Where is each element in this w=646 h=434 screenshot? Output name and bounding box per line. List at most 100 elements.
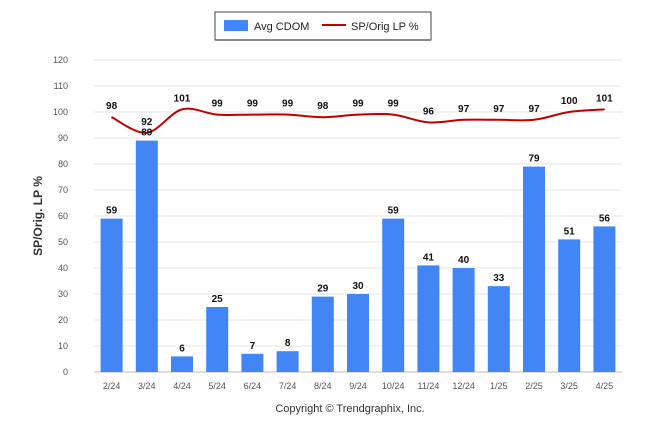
bar [347, 294, 369, 372]
bar-data-label: 59 [106, 206, 118, 217]
line-point [287, 114, 289, 116]
line-data-label: 98 [106, 101, 118, 112]
y-tick-label: 20 [58, 315, 68, 325]
line-point [568, 111, 570, 113]
bar-data-label: 51 [564, 226, 576, 237]
line-point [533, 119, 535, 121]
x-tick-label: 8/24 [314, 381, 332, 391]
y-tick-label: 120 [53, 55, 68, 65]
line-point [392, 114, 394, 116]
legend-bar-label: Avg CDOM [254, 21, 309, 33]
line-point [111, 116, 113, 118]
y-axis-ticks: 0 10 20 30 40 50 60 70 80 90 100 110 120 [53, 55, 68, 377]
legend-bar-swatch [224, 20, 248, 31]
bar [593, 226, 616, 372]
bar [487, 286, 510, 372]
line-point [181, 108, 183, 110]
x-tick-label: 3/25 [560, 381, 578, 391]
x-tick-label: 11/24 [417, 381, 439, 391]
y-tick-label: 80 [58, 159, 68, 169]
x-tick-label: 2/25 [525, 381, 543, 391]
y-tick-label: 90 [58, 133, 68, 143]
bar-data-labels: 59 89 6 25 7 8 29 30 59 41 40 33 79 51 56 [106, 128, 610, 355]
bar-data-label: 30 [352, 281, 364, 292]
x-tick-label: 7/24 [279, 381, 297, 391]
line-data-label: 101 [174, 93, 191, 104]
line-data-label: 99 [352, 99, 364, 110]
bar [241, 353, 264, 372]
x-tick-label: 5/24 [208, 381, 226, 391]
bar [171, 356, 193, 372]
bar-data-label: 33 [493, 273, 505, 284]
bar-data-label: 79 [528, 154, 540, 165]
line-data-label: 99 [247, 99, 259, 110]
line-point [603, 108, 605, 110]
x-axis-ticks: 2/24 3/24 4/24 5/24 6/24 7/24 8/24 9/24 10/24 11/… [103, 381, 613, 391]
chart-legend: Avg CDOM SP/Orig LP % [214, 11, 432, 41]
line-point [146, 132, 148, 134]
x-tick-label: 4/25 [596, 381, 614, 391]
bar [206, 307, 229, 372]
line-point [427, 121, 429, 123]
line-point [463, 119, 465, 121]
y-tick-label: 10 [58, 341, 68, 351]
y-tick-label: 50 [58, 237, 68, 247]
line-series [111, 107, 605, 134]
line-point [251, 114, 253, 116]
line-data-label: 101 [596, 93, 613, 104]
line-data-label: 99 [282, 99, 294, 110]
y-tick-label: 40 [58, 263, 68, 273]
line-data-label: 96 [423, 106, 435, 117]
bar [135, 140, 158, 372]
bar-data-label: 29 [317, 284, 329, 295]
y-tick-label: 60 [58, 211, 68, 221]
bar-data-label: 59 [388, 206, 400, 217]
bar-data-label: 7 [250, 341, 256, 352]
bar [382, 218, 405, 372]
x-tick-label: 6/24 [244, 381, 262, 391]
x-tick-label: 4/24 [173, 381, 191, 391]
line-point [322, 116, 324, 118]
line-point [498, 119, 500, 121]
line-data-label: 99 [388, 99, 400, 110]
bar-data-label: 89 [141, 128, 153, 139]
line-point [216, 114, 218, 116]
bar-data-label: 56 [599, 213, 611, 224]
y-tick-label: 0 [63, 367, 68, 377]
line-data-label: 97 [493, 104, 505, 115]
x-tick-label: 3/24 [138, 381, 156, 391]
line-data-label: 92 [141, 117, 153, 128]
x-tick-label: 12/24 [452, 381, 475, 391]
y-axis-label: SP/Orig. LP % [31, 176, 45, 256]
x-tick-label: 2/24 [103, 381, 121, 391]
line-data-label: 97 [458, 104, 470, 115]
bar-data-label: 40 [458, 255, 470, 266]
y-tick-label: 100 [53, 107, 68, 117]
legend-line-label: SP/Orig LP % [351, 21, 419, 33]
line-data-label: 97 [528, 104, 540, 115]
line-data-labels: 98 92 101 99 99 99 98 99 99 96 97 97 97 100 101 [106, 93, 613, 127]
bar [276, 351, 299, 372]
bar-data-label: 6 [179, 343, 185, 354]
x-tick-label: 1/25 [490, 381, 508, 391]
bar-data-label: 25 [212, 294, 224, 305]
bar [100, 218, 123, 372]
y-tick-label: 110 [54, 81, 68, 91]
x-tick-label: 10/24 [382, 381, 405, 391]
bar [523, 166, 545, 372]
bar [417, 265, 440, 372]
bar [558, 239, 581, 372]
line-data-label: 98 [317, 101, 329, 112]
copyright-text: Copyright © Trendgraphix, Inc. [275, 403, 424, 415]
bar-series [100, 140, 616, 372]
line-data-label: 99 [212, 99, 224, 110]
x-tick-label: 9/24 [349, 381, 367, 391]
line-data-label: 100 [561, 96, 578, 107]
y-tick-label: 70 [58, 185, 68, 195]
line-point [357, 114, 359, 116]
bar [311, 296, 334, 372]
bar [452, 268, 475, 372]
bar-data-label: 41 [423, 252, 435, 263]
bar-data-label: 8 [285, 338, 291, 349]
